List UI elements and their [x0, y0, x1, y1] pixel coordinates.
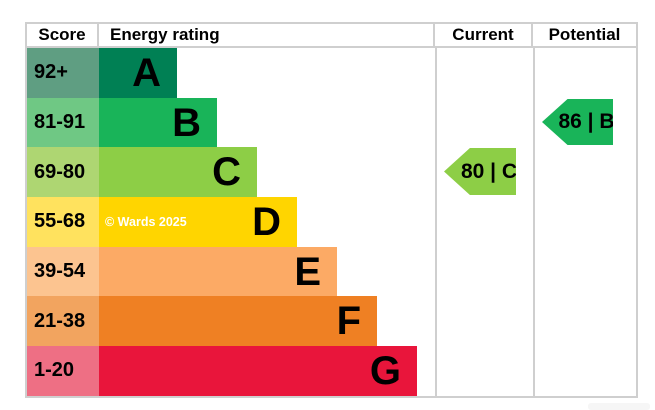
score-cell: 55-68 — [27, 197, 99, 247]
epc-row-c: 69-80 C — [27, 147, 636, 198]
epc-row-a: 92+ A — [27, 48, 636, 98]
header-current: Current — [435, 24, 533, 46]
column-separator-potential — [533, 24, 535, 396]
header-energy-rating: Energy rating — [99, 24, 435, 46]
current-rating-arrow: 80 | C — [444, 148, 516, 195]
epc-row-g: 1-20 G — [27, 346, 636, 396]
epc-row-e: 39-54 E — [27, 246, 636, 297]
copyright-text: © Wards 2025 — [105, 214, 187, 229]
watermark — [588, 403, 650, 410]
band-letter: A — [132, 50, 161, 95]
score-cell: 81-91 — [27, 97, 99, 148]
energy-band-bar-b: B — [99, 97, 217, 148]
band-letter: D — [252, 199, 281, 244]
energy-band-bar-c: C — [99, 147, 257, 198]
band-letter: F — [336, 299, 361, 344]
band-letter: C — [212, 150, 241, 195]
score-cell: 92+ — [27, 48, 99, 98]
score-cell: 21-38 — [27, 296, 99, 347]
chart-table-frame: Score Energy rating Current Potential 92… — [25, 22, 638, 398]
header-potential: Potential — [548, 25, 621, 44]
score-cell: 39-54 — [27, 246, 99, 297]
band-letter: E — [294, 249, 321, 294]
band-letter: B — [172, 100, 201, 145]
epc-row-f: 21-38 F — [27, 296, 636, 347]
energy-band-bar-a: A — [99, 48, 177, 98]
energy-band-bar-g: G — [99, 346, 417, 396]
epc-row-d: 55-68 © Wards 2025 D — [27, 197, 636, 247]
current-rating-label: 80 | C — [460, 159, 518, 183]
header-score: Score — [27, 24, 99, 46]
score-cell: 69-80 — [27, 147, 99, 198]
energy-band-bar-e: E — [99, 246, 337, 297]
energy-band-bar-f: F — [99, 296, 377, 347]
score-cell: 1-20 — [27, 346, 99, 396]
epc-row-b: 81-91 B — [27, 97, 636, 148]
band-letter: G — [369, 348, 401, 393]
energy-band-bar-d: © Wards 2025 D — [99, 197, 297, 247]
column-separator-current — [435, 24, 437, 396]
potential-rating-label: 86 | B — [558, 110, 615, 133]
header-row: Score Energy rating Current Potential — [27, 24, 636, 48]
